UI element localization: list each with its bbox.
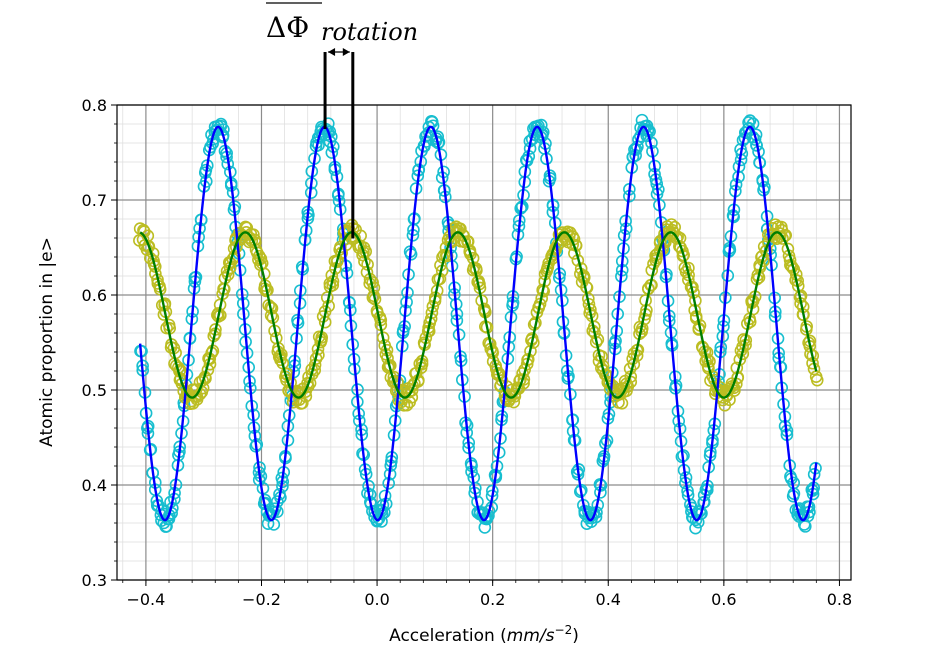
x-tick-label: 0.6: [711, 590, 736, 609]
data-point: [426, 119, 440, 133]
scatter-series: [134, 113, 822, 535]
data-point: [776, 232, 789, 245]
annotation-arrowhead-left: [328, 48, 336, 56]
y-tick-label: 0.8: [82, 96, 107, 115]
data-point: [482, 504, 496, 518]
annotation-arrowhead-right: [342, 48, 350, 56]
x-tick-label: −0.2: [242, 590, 281, 609]
x-tick-label: 0.0: [364, 590, 389, 609]
delta-phi-annotation: ΔΦ rotation: [266, 2, 418, 239]
data-point: [677, 248, 690, 262]
plot-frame: [116, 104, 852, 581]
x-tick-label: 0.8: [827, 590, 852, 609]
data-point: [381, 351, 394, 365]
data-point: [810, 373, 824, 387]
fit-line: [139, 231, 818, 399]
y-tick-label: 0.4: [82, 476, 107, 495]
data-point: [142, 240, 156, 253]
x-tick-label: 0.2: [480, 590, 505, 609]
scatter-series: [133, 218, 824, 412]
series-layer: [133, 113, 824, 535]
data-point: [486, 346, 499, 360]
x-tick-label: 0.4: [596, 590, 621, 609]
y-tick-label: 0.3: [82, 571, 107, 590]
data-point: [694, 507, 708, 521]
axis-ticks: [111, 104, 840, 586]
data-point: [405, 384, 419, 397]
data-point: [216, 129, 230, 142]
data-point: [196, 374, 209, 387]
annotation-main-text: ΔΦ: [266, 11, 309, 44]
x-tick-label: −0.4: [126, 590, 165, 609]
data-point: [689, 521, 702, 535]
tick-labels: −0.4 −0.2 0.0 0.2 0.4 0.6 0.8 0.3 0.4 0.5 0.6 0.7 0.…: [82, 96, 853, 609]
x-axis-label: Acceleration (mm/s−2): [389, 623, 579, 646]
annotation-subscript-text: rotation: [321, 18, 418, 46]
y-tick-label: 0.6: [82, 286, 107, 305]
data-point: [296, 396, 309, 410]
data-point: [802, 500, 816, 514]
y-tick-label: 0.7: [82, 191, 107, 210]
y-axis-label: Atomic proportion in |e>: [37, 237, 57, 447]
y-tick-label: 0.5: [82, 381, 107, 400]
data-point: [665, 218, 678, 231]
fit-line: [138, 125, 818, 522]
